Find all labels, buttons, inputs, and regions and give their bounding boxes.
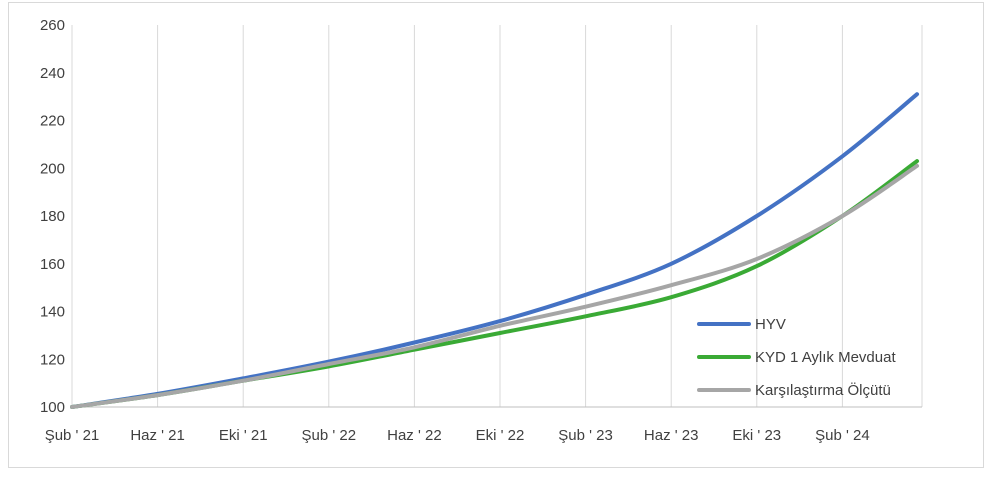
x-tick-label: Eki ' 22 [476,427,525,444]
y-tick-label: 160 [40,256,65,273]
axis-layer: 100 120 140 160 180 200 220 240 260 Şub ' 21 Haz '… [40,17,922,444]
legend-item: Karşılaştırma Ölçütü [697,381,891,399]
legend: HYV KYD 1 Aylık Mevduat Karşılaştırma Ölçü… [697,316,896,399]
y-tick-label: 120 [40,351,65,368]
legend-label: Karşılaştırma Ölçütü [755,381,891,399]
x-tick-label: Eki ' 21 [219,427,268,444]
x-tick-label: Şub ' 23 [558,427,613,444]
series-line-3 [70,163,919,409]
y-tick-label: 220 [40,113,65,130]
legend-item: KYD 1 Aylık Mevduat [697,349,896,366]
legend-label: HYV [755,316,786,333]
x-tick-label: Şub ' 22 [302,427,357,444]
y-tick-label: 240 [40,65,65,82]
chart-frame: 100 120 140 160 180 200 220 240 260 Şub ' 21 Haz '… [8,2,984,468]
y-tick-label: 180 [40,208,65,225]
y-tick-label: 260 [40,17,65,34]
series-line-2 [70,159,919,409]
legend-label: KYD 1 Aylık Mevduat [755,349,896,366]
x-tick-label: Haz ' 23 [644,427,699,444]
x-tick-label: Eki ' 23 [732,427,781,444]
x-tick-label: Haz ' 21 [130,427,185,444]
y-tick-label: 200 [40,160,65,177]
x-tick-label: Haz ' 22 [387,427,442,444]
y-tick-label: 140 [40,304,65,321]
x-tick-label: Şub ' 21 [45,427,100,444]
line-chart: 100 120 140 160 180 200 220 240 260 Şub ' 21 Haz '… [40,17,923,444]
x-tick-label: Şub ' 24 [815,427,870,444]
y-tick-label: 100 [40,399,65,416]
legend-item: HYV [697,316,786,333]
series-layer [70,92,919,409]
